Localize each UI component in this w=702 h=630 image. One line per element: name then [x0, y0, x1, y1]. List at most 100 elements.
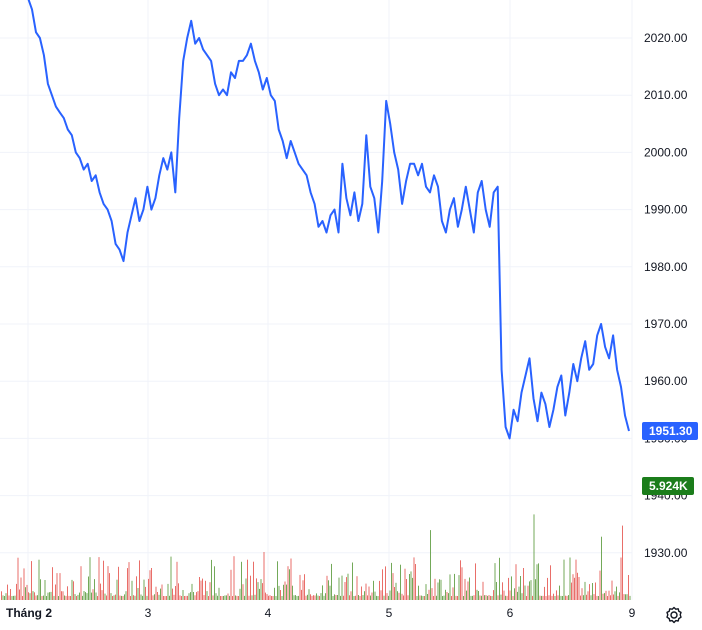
volume-bar [250, 575, 251, 600]
y-tick-label: 1930.00 [644, 546, 688, 560]
volume-bar [365, 583, 367, 600]
volume-bar [349, 595, 350, 600]
volume-bar [257, 582, 259, 600]
volume-bar [611, 580, 613, 600]
volume-bar [278, 585, 280, 600]
volume-bar [26, 584, 28, 600]
volume-bar [595, 582, 596, 600]
volume-bar [241, 561, 242, 600]
volume-bar [547, 577, 548, 600]
volume-bar [401, 593, 403, 600]
volume-bar [599, 570, 601, 600]
volume-bar [455, 595, 457, 600]
volume-bar [31, 561, 32, 600]
volume-bar [293, 595, 295, 600]
volume-bar [202, 578, 203, 600]
volume-bar [302, 580, 304, 600]
volume-bar [179, 595, 181, 600]
volume-bar [322, 585, 323, 600]
volume-bar [596, 595, 598, 600]
volume-bar [7, 584, 8, 600]
volume-bar [514, 588, 515, 600]
volume-bar [14, 595, 16, 600]
volume-bar [287, 566, 289, 600]
volume-bar [125, 591, 127, 600]
volume-bar [226, 595, 227, 600]
volume-bar [295, 595, 296, 600]
x-tick-label: 9 [629, 606, 636, 620]
volume-bar [452, 587, 454, 600]
volume-bar [286, 584, 287, 600]
volume-bar [332, 596, 334, 600]
volume-bar [337, 595, 338, 600]
volume-bar [251, 595, 253, 600]
volume-bar [368, 586, 370, 600]
volume-bar [254, 594, 256, 600]
volume-bar [469, 577, 470, 600]
volume-bar [424, 596, 425, 600]
volume-bar [112, 596, 113, 600]
volume-bar [217, 595, 218, 600]
volume-bar [487, 595, 488, 600]
volume-bar [118, 566, 119, 600]
volume-bar [328, 580, 329, 600]
volume-bar [73, 581, 74, 600]
volume-bar [542, 595, 544, 600]
volume-bar [34, 592, 35, 600]
volume-bar [52, 567, 53, 600]
volume-bar [94, 579, 95, 600]
volume-bar [559, 585, 560, 600]
volume-bar [500, 594, 502, 600]
volume-bar [17, 557, 19, 600]
volume-bar [74, 594, 76, 600]
volume-bar [313, 595, 314, 600]
volume-bar [569, 557, 571, 600]
volume-bar [590, 595, 592, 600]
volume-bar [97, 596, 98, 600]
volume-bar [431, 588, 433, 600]
volume-bar [320, 593, 322, 600]
y-tick-label: 1970.00 [644, 317, 688, 331]
volume-bar [65, 595, 67, 600]
volume-bar [265, 592, 266, 600]
volume-bar [23, 568, 25, 600]
gear-icon [666, 606, 682, 624]
volume-bar [275, 596, 277, 600]
volume-bar [325, 593, 326, 600]
volume-bar [419, 595, 421, 600]
volume-bar [50, 591, 52, 600]
volume-bar [190, 592, 191, 600]
volume-bar [218, 587, 220, 600]
volume-bar [395, 582, 397, 600]
volume-bar [236, 595, 238, 600]
volume-bar [548, 595, 550, 600]
volume-bar [496, 582, 497, 600]
volume-bar [406, 579, 407, 600]
volume-bar [442, 596, 443, 600]
volume-bar [554, 596, 556, 600]
volume-bar [128, 562, 130, 600]
settings-button[interactable] [664, 605, 684, 625]
volume-bar [553, 593, 554, 600]
volume-bar [199, 577, 200, 600]
volume-bar [274, 587, 275, 600]
volume-bar [605, 590, 607, 600]
volume-bar [526, 596, 527, 600]
volume-bar [80, 566, 82, 600]
volume-bar [619, 592, 620, 600]
volume-bar [458, 575, 460, 600]
volume-label: 5.924K [649, 479, 688, 493]
volume-bar [55, 584, 56, 600]
volume-bar [329, 585, 331, 600]
volume-bar [505, 595, 506, 600]
volume-bar [59, 573, 61, 600]
volume-bar [623, 594, 625, 600]
volume-bar [308, 589, 310, 600]
volume-bar [305, 595, 307, 600]
volume-bar [115, 594, 116, 600]
volume-bar [29, 593, 31, 600]
volume-bar [259, 588, 260, 600]
volume-bar [346, 577, 347, 600]
volume-bar [394, 587, 395, 600]
